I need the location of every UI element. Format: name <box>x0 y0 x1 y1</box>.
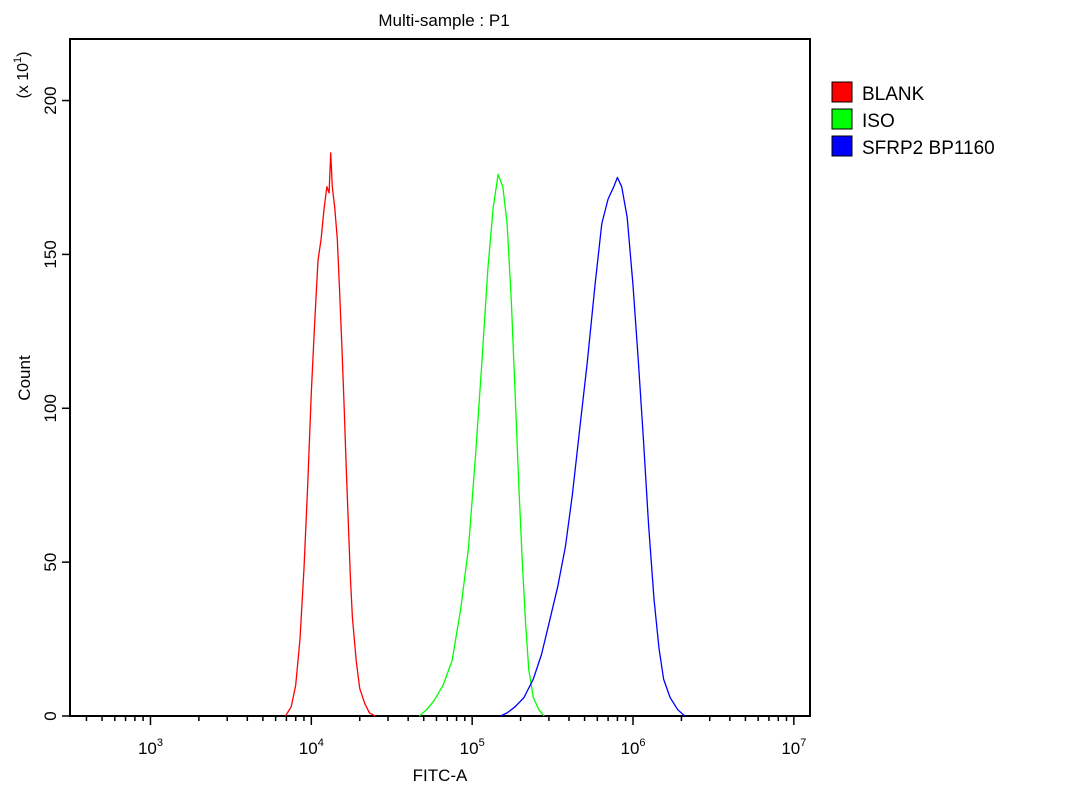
legend: BLANK ISO SFRP2 BP1160 <box>831 81 995 159</box>
y-axis-multiplier: (x 101) <box>12 51 32 98</box>
y-tick-label: 100 <box>41 394 60 422</box>
chart-title: Multi-sample : P1 <box>378 11 509 30</box>
y-tick-label: 50 <box>41 553 60 572</box>
legend-swatch <box>831 81 853 103</box>
legend-label: ISO <box>862 111 895 132</box>
x-axis-ticks: 103 104 105 106 107 <box>85 716 806 758</box>
series-blank <box>284 152 376 717</box>
x-tick-label: 106 <box>620 737 645 758</box>
series-iso <box>418 173 545 717</box>
series-sfrp2-bp1160 <box>500 176 686 717</box>
x-axis-label: FITC-A <box>413 766 468 785</box>
y-axis-multiplier-exponent: 1 <box>12 57 24 63</box>
x-tick-label: 104 <box>299 737 324 758</box>
y-tick-label: 0 <box>41 711 60 720</box>
legend-label: BLANK <box>862 84 925 105</box>
legend-label: SFRP2 BP1160 <box>862 138 995 159</box>
y-tick-label: 150 <box>41 240 60 268</box>
legend-swatch <box>831 135 853 157</box>
x-tick-label: 103 <box>138 737 163 758</box>
x-tick-label: 105 <box>460 737 485 758</box>
y-axis-ticks: 0 50 100 150 200 <box>41 86 70 721</box>
y-axis-label: Count <box>15 355 34 401</box>
legend-swatch <box>831 108 853 130</box>
plot-frame <box>69 38 811 717</box>
x-tick-label: 107 <box>781 737 806 758</box>
y-tick-label: 200 <box>41 86 60 114</box>
series-layer <box>284 152 686 717</box>
